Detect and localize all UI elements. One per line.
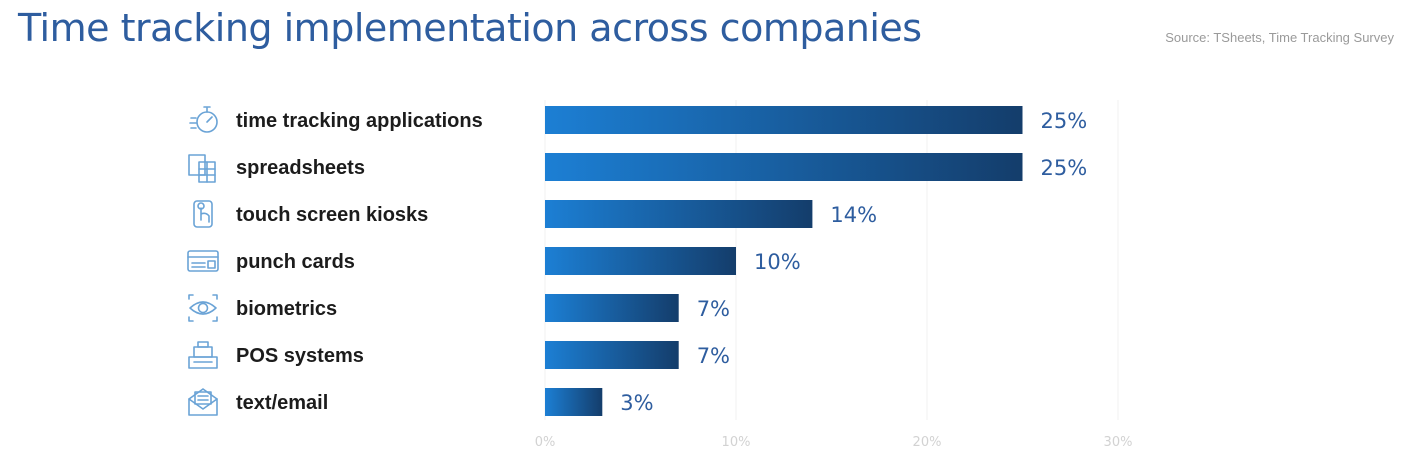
- eye-icon: [188, 294, 218, 322]
- category-label: POS systems: [236, 345, 364, 367]
- category-label: touch screen kiosks: [236, 204, 428, 226]
- x-tick-label: 30%: [1104, 435, 1133, 450]
- punch-card-icon: [187, 250, 219, 272]
- chart-title: Time tracking implementation across comp…: [18, 6, 922, 50]
- stopwatch-icon: [189, 106, 218, 133]
- touch-screen-icon: [193, 200, 213, 228]
- value-label: 7%: [697, 297, 730, 321]
- bar: [545, 106, 1023, 134]
- value-label: 10%: [754, 250, 801, 274]
- pos-register-icon: [188, 341, 218, 369]
- email-icon: [188, 388, 218, 416]
- x-tick-label: 10%: [722, 435, 751, 450]
- bar: [545, 341, 679, 369]
- value-label: 25%: [1041, 109, 1088, 133]
- bar: [545, 153, 1023, 181]
- category-label: biometrics: [236, 298, 337, 320]
- source-note: Source: TSheets, Time Tracking Survey: [1165, 30, 1394, 45]
- spreadsheet-icon: [188, 154, 216, 183]
- bar: [545, 294, 679, 322]
- category-label: spreadsheets: [236, 157, 365, 179]
- category-label: text/email: [236, 392, 328, 414]
- x-tick-label: 20%: [913, 435, 942, 450]
- bar: [545, 247, 736, 275]
- value-label: 3%: [620, 391, 653, 415]
- x-tick-label: 0%: [535, 435, 556, 450]
- bar: [545, 200, 813, 228]
- value-label: 7%: [697, 344, 730, 368]
- bar: [545, 388, 603, 416]
- value-label: 14%: [830, 203, 877, 227]
- category-label: punch cards: [236, 251, 355, 273]
- category-label: time tracking applications: [236, 110, 483, 132]
- value-label: 25%: [1041, 156, 1088, 180]
